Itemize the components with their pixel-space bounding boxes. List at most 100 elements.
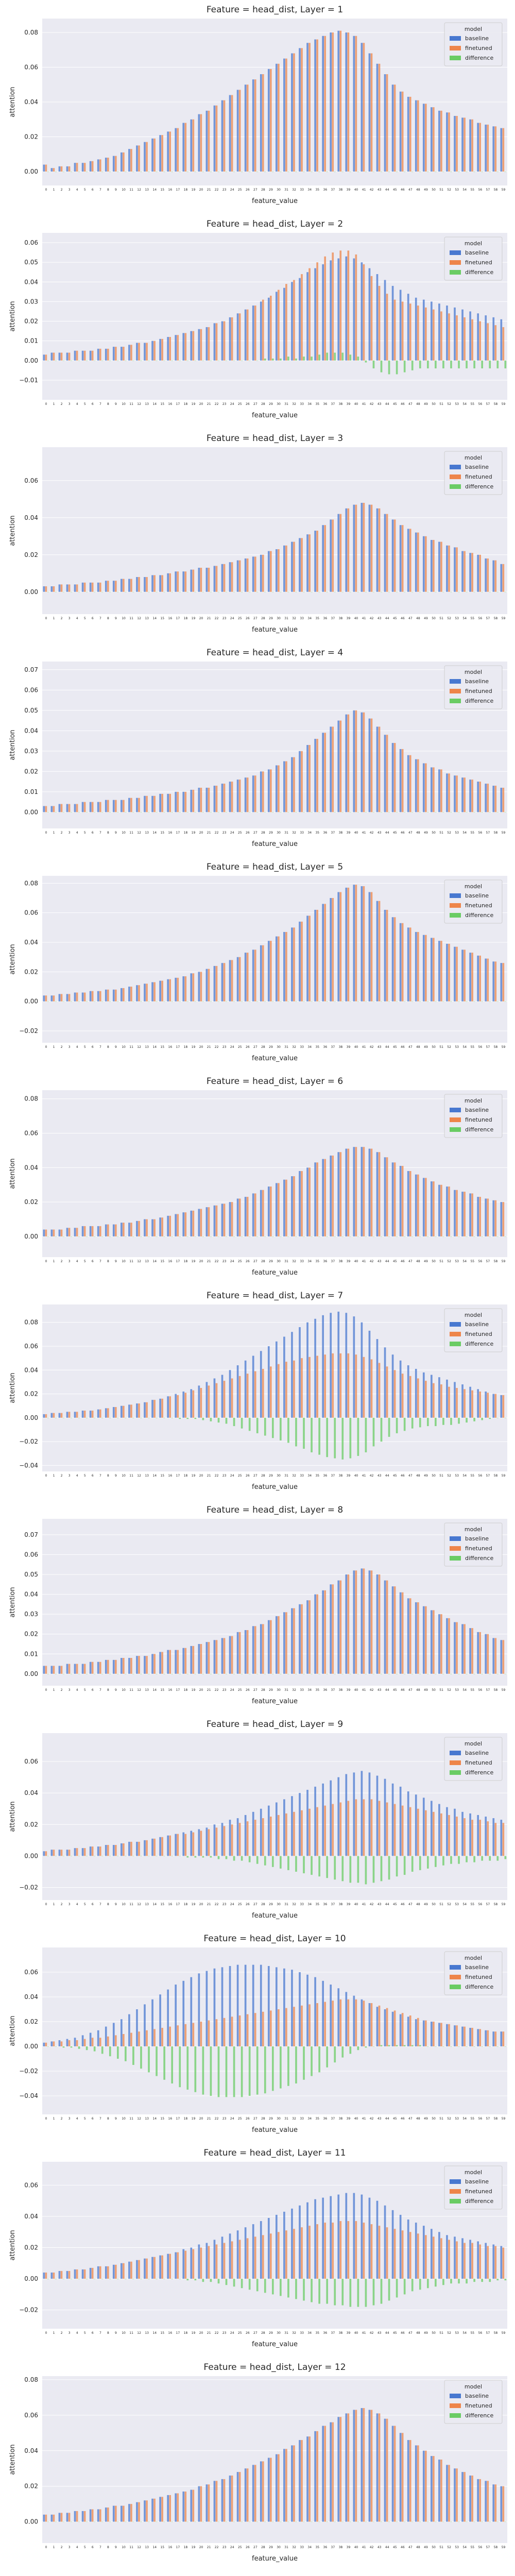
- bar-difference: [55, 1236, 57, 1237]
- legend-label-difference: difference: [465, 2198, 493, 2205]
- bar-baseline: [330, 1985, 332, 2046]
- bar-finetuned: [293, 2445, 295, 2522]
- x-tick-label: 27: [253, 2117, 258, 2121]
- x-tick-label: 30: [277, 2331, 281, 2335]
- x-tick-label: 22: [215, 617, 219, 620]
- bar-finetuned: [231, 1202, 233, 1236]
- x-tick-label: 23: [222, 1045, 227, 1049]
- bar-finetuned: [114, 1845, 117, 1856]
- x-tick-label: 57: [486, 2117, 490, 2121]
- y-tick-label: 0.05: [24, 707, 38, 714]
- bar-finetuned: [502, 1640, 505, 1674]
- x-tick-label: 4: [76, 1474, 78, 1478]
- bar-baseline: [50, 1850, 53, 1856]
- bar-baseline: [213, 323, 216, 361]
- legend-swatch-difference: [450, 484, 461, 489]
- bar-finetuned: [424, 307, 427, 361]
- x-tick-label: 41: [362, 617, 366, 620]
- bar-baseline: [252, 1355, 254, 1418]
- bar-finetuned: [153, 341, 156, 361]
- bar-difference: [426, 2046, 429, 2047]
- bar-difference: [256, 2279, 259, 2292]
- bar-finetuned: [301, 2005, 303, 2046]
- chart-panel-11: −0.020.000.020.040.060 1 2 3 4 5 6 7 8 9 10 11 12 13 1…: [9, 2148, 507, 2348]
- bar-finetuned: [386, 74, 388, 172]
- bar-baseline: [89, 350, 92, 361]
- bar-baseline: [360, 1322, 363, 1418]
- bar-difference: [396, 1856, 398, 1877]
- bar-finetuned: [215, 566, 218, 592]
- x-tick-label: 42: [370, 617, 374, 620]
- bar-finetuned: [308, 534, 311, 592]
- bar-finetuned: [347, 1574, 350, 1674]
- bar-difference: [349, 2046, 352, 2054]
- x-tick-label: 51: [439, 188, 443, 192]
- bar-baseline: [190, 1210, 193, 1236]
- bar-baseline: [128, 1404, 130, 1418]
- x-tick-label: 17: [176, 188, 180, 192]
- bar-difference: [303, 1856, 305, 1874]
- x-tick-label: 1: [53, 1045, 55, 1049]
- bar-baseline: [368, 53, 371, 172]
- x-tick-label: 6: [92, 1260, 94, 1263]
- bar-finetuned: [83, 802, 86, 812]
- bar-finetuned: [161, 2497, 163, 2522]
- y-tick-label: 0.06: [24, 239, 38, 246]
- x-tick-label: 50: [432, 617, 436, 620]
- y-tick-label: 0.03: [24, 748, 38, 755]
- bar-baseline: [89, 2509, 92, 2522]
- bar-baseline: [461, 777, 464, 812]
- bar-finetuned: [231, 960, 233, 1002]
- x-tick-label: 5: [84, 402, 86, 406]
- bar-baseline: [58, 1850, 61, 1856]
- x-tick-label: 47: [408, 1474, 413, 1478]
- bar-baseline: [384, 1580, 386, 1674]
- bar-baseline: [454, 307, 456, 361]
- bar-baseline: [391, 917, 394, 1002]
- bar-difference: [295, 1856, 297, 1872]
- bar-finetuned: [223, 564, 226, 592]
- x-tick-label: 2: [61, 1260, 63, 1263]
- x-tick-label: 13: [145, 1688, 149, 1692]
- bar-baseline: [198, 329, 200, 361]
- bar-finetuned: [215, 105, 218, 172]
- bar-finetuned: [223, 2479, 226, 2522]
- bar-difference: [241, 1236, 243, 1237]
- bar-baseline: [477, 2479, 479, 2522]
- bar-baseline: [267, 297, 270, 361]
- x-tick-label: 3: [68, 1688, 71, 1692]
- bar-finetuned: [440, 1614, 442, 1674]
- x-tick-label: 21: [207, 1474, 211, 1478]
- bar-baseline: [229, 960, 231, 1002]
- bar-baseline: [267, 769, 270, 812]
- bar-finetuned: [332, 252, 334, 361]
- y-tick-label: −0.01: [19, 377, 38, 384]
- bar-finetuned: [138, 1403, 140, 1418]
- bar-finetuned: [316, 1162, 318, 1236]
- bar-difference: [365, 1856, 367, 1885]
- bar-baseline: [175, 1214, 177, 1236]
- bar-finetuned: [138, 798, 140, 812]
- bar-baseline: [198, 1644, 200, 1674]
- bar-difference: [125, 1236, 127, 1237]
- bar-difference: [93, 2046, 96, 2052]
- bar-baseline: [128, 149, 130, 172]
- x-tick-label: 38: [339, 402, 343, 406]
- bar-finetuned: [378, 2226, 381, 2279]
- x-tick-label: 26: [246, 1260, 250, 1263]
- bar-difference: [248, 2046, 251, 2096]
- bar-baseline: [299, 1171, 301, 1236]
- x-tick-label: 43: [377, 2331, 382, 2335]
- x-tick-label: 52: [447, 2546, 451, 2549]
- bar-difference: [109, 1236, 111, 1237]
- bar-difference: [388, 1856, 390, 1880]
- bar-finetuned: [114, 2035, 117, 2046]
- bar-baseline: [314, 739, 316, 812]
- bar-finetuned: [223, 2243, 226, 2279]
- x-tick-label: 24: [230, 831, 234, 835]
- bar-baseline: [337, 2417, 340, 2522]
- bar-finetuned: [301, 1358, 303, 1418]
- bar-finetuned: [68, 2513, 71, 2522]
- bar-difference: [101, 2046, 104, 2054]
- bar-finetuned: [401, 923, 404, 1002]
